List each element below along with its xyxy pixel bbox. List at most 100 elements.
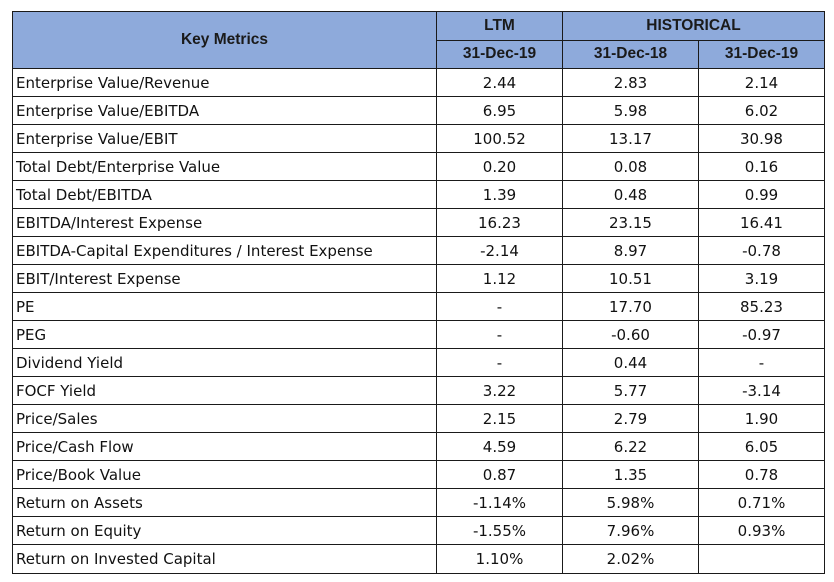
header-row-dates: 31-Dec-19 31-Dec-18 31-Dec-19 [13,39,825,69]
metric-value: -0.60 [562,320,699,349]
metric-label: EBITDA-Capital Expenditures / Interest E… [12,236,437,265]
metric-label: Return on Equity [12,516,437,545]
table-row: Total Debt/EBITDA 1.39 0.48 0.99 [12,180,825,209]
metric-label: PE [12,292,437,321]
metric-value: 30.98 [698,124,825,153]
metric-value: 1.39 [436,180,563,209]
metric-value [698,544,825,574]
metric-value: 0.16 [698,152,825,181]
metric-label: Price/Book Value [12,460,437,489]
metric-value: 7.96% [562,516,699,545]
metric-value: 16.41 [698,208,825,237]
metric-value: 0.08 [562,152,699,181]
metric-value: -1.55% [436,516,563,545]
table-row: PE -17.70 85.23 [12,292,825,321]
metric-value: -2.14 [436,236,563,265]
metric-value: 13.17 [562,124,699,153]
metric-label: Price/Sales [12,404,437,433]
metric-value: 1.90 [698,404,825,433]
table-header: Key Metrics LTM HISTORICAL 31-Dec-19 31-… [12,11,825,69]
date-header-ltm: 31-Dec-19 [436,39,563,69]
table-row: FOCF Yield 3.22 5.77 -3.14 [12,376,825,405]
metric-value: -3.14 [698,376,825,405]
metric-label: Dividend Yield [12,348,437,377]
metric-value: 6.05 [698,432,825,461]
table-row: Dividend Yield -0.44- [12,348,825,377]
metric-label: Return on Assets [12,488,437,517]
table-row: Return on Assets -1.14% 5.98% 0.71% [12,488,825,517]
metric-value: 0.48 [562,180,699,209]
metric-label: Enterprise Value/EBITDA [12,96,437,125]
metric-label: Enterprise Value/Revenue [12,68,437,97]
metric-value: 100.52 [436,124,563,153]
metric-value: 2.14 [698,68,825,97]
table-row: Enterprise Value/Revenue 2.44 2.83 2.14 [12,68,825,97]
metric-value: 0.93% [698,516,825,545]
metric-value: 23.15 [562,208,699,237]
ltm-header: LTM [436,11,563,41]
metric-label: Total Debt/Enterprise Value [12,152,437,181]
table-row: Price/Book Value 0.87 1.35 0.78 [12,460,825,489]
metric-value: 0.87 [436,460,563,489]
metric-value: 1.12 [436,264,563,293]
metric-value: 0.71% [698,488,825,517]
metric-value: 2.02% [562,544,699,574]
table-row: Enterprise Value/EBIT 100.52 13.17 30.98 [12,124,825,153]
metric-label: Price/Cash Flow [12,432,437,461]
table-row: Price/Cash Flow 4.59 6.22 6.05 [12,432,825,461]
metric-label: Total Debt/EBITDA [12,180,437,209]
metric-value: 3.22 [436,376,563,405]
metric-value: -0.97 [698,320,825,349]
metric-value: -0.78 [698,236,825,265]
metric-value: -1.14% [436,488,563,517]
date-header-2018: 31-Dec-18 [562,39,699,69]
table-row: Total Debt/Enterprise Value 0.20 0.08 0.16 [12,152,825,181]
metric-value: 3.19 [698,264,825,293]
table-row: Return on Invested Capital 1.10% 2.02% [12,544,825,574]
metric-label: Return on Invested Capital [12,544,437,574]
metric-value: 5.98% [562,488,699,517]
metric-label: PEG [12,320,437,349]
key-metrics-header: Key Metrics [12,11,437,69]
metric-value: 0.78 [698,460,825,489]
metric-value: 6.22 [562,432,699,461]
metric-label: Enterprise Value/EBIT [12,124,437,153]
metric-value: 2.44 [436,68,563,97]
metric-value: 10.51 [562,264,699,293]
key-metrics-table: Key Metrics LTM HISTORICAL 31-Dec-19 31-… [12,11,825,574]
date-header-2019: 31-Dec-19 [698,39,825,69]
metric-value: - [436,348,563,377]
table-row: EBIT/Interest Expense 1.12 10.51 3.19 [12,264,825,293]
metric-label: EBITDA/Interest Expense [12,208,437,237]
table-row: PEG - -0.60 -0.97 [12,320,825,349]
metric-value: 2.15 [436,404,563,433]
table-row: EBITDA/Interest Expense 16.23 23.15 16.41 [12,208,825,237]
metric-value: 85.23 [698,292,825,321]
metric-value: 6.02 [698,96,825,125]
table-row: Price/Sales 2.15 2.79 1.90 [12,404,825,433]
metric-value: 2.79 [562,404,699,433]
metric-label: FOCF Yield [12,376,437,405]
header-row-top: Key Metrics LTM HISTORICAL [12,11,825,69]
table-body: Enterprise Value/Revenue 2.44 2.83 2.14 Ente… [12,68,825,574]
metric-value: 5.77 [562,376,699,405]
metric-value: 1.35 [562,460,699,489]
metric-value: - [698,348,825,377]
table-row: EBITDA-Capital Expenditures / Interest E… [12,236,825,265]
metric-value: 16.23 [436,208,563,237]
metric-value: 6.95 [436,96,563,125]
metric-value: 0.44 [562,348,699,377]
metric-value: 8.97 [562,236,699,265]
table-row: Enterprise Value/EBITDA 6.95 5.98 6.02 [12,96,825,125]
metric-value: 0.20 [436,152,563,181]
metric-value: 17.70 [562,292,699,321]
metric-value: 2.83 [562,68,699,97]
metric-value: 5.98 [562,96,699,125]
metric-label: EBIT/Interest Expense [12,264,437,293]
metric-value: - [436,320,563,349]
metric-value: 0.99 [698,180,825,209]
metrics-table-container: Key Metrics LTM HISTORICAL 31-Dec-19 31-… [12,11,825,574]
table-row: Return on Equity -1.55% 7.96% 0.93% [12,516,825,545]
metric-value: 4.59 [436,432,563,461]
metric-value: - [436,292,563,321]
